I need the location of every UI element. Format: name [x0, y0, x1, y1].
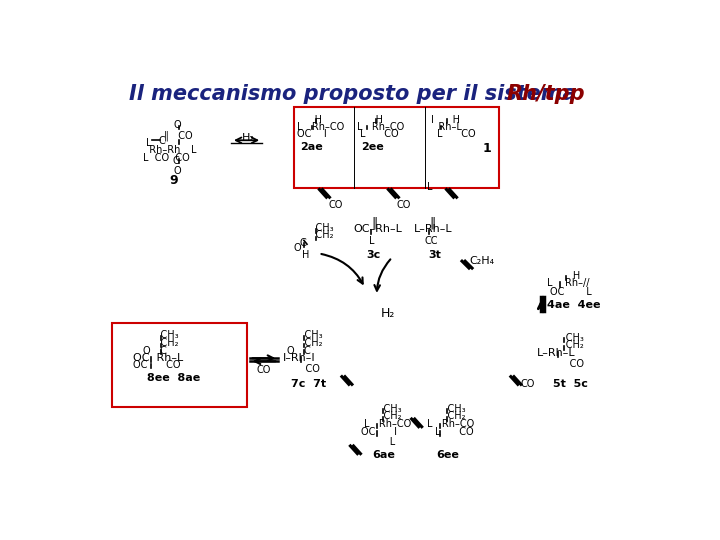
Text: CH₂: CH₂: [292, 338, 322, 348]
Text: 3c: 3c: [366, 249, 381, 260]
Text: Rh–Rh: Rh–Rh: [143, 145, 180, 155]
Text: L: L: [191, 145, 197, 155]
Text: 6ae: 6ae: [372, 450, 395, 460]
Text: 2ee: 2ee: [361, 142, 384, 152]
Text: C₂H₄: C₂H₄: [469, 256, 495, 266]
Text: L      CO: L CO: [435, 427, 474, 437]
Text: C: C: [158, 136, 165, 146]
Text: L: L: [371, 437, 395, 447]
Text: ‖   CO: ‖ CO: [163, 130, 192, 141]
Bar: [112, 323, 248, 408]
Text: 1: 1: [482, 142, 491, 155]
Text: L      CO: L CO: [437, 129, 476, 139]
Text: H: H: [551, 271, 580, 281]
Text: 5t  5c: 5t 5c: [554, 379, 588, 389]
Bar: [294, 107, 499, 188]
Text: CH₂: CH₂: [148, 338, 179, 348]
Text: H: H: [300, 115, 323, 125]
Text: Rh–L: Rh–L: [429, 122, 462, 132]
Text: L   Rh–CO: L Rh–CO: [297, 122, 344, 132]
Text: CH₂: CH₂: [547, 340, 584, 350]
Text: 8ee  8ae: 8ee 8ae: [148, 373, 201, 383]
Text: 3t: 3t: [428, 249, 441, 260]
Text: 9: 9: [169, 174, 178, 187]
Text: CO: CO: [554, 359, 584, 369]
Text: I–Rh–I: I–Rh–I: [283, 353, 315, 363]
Text: L   Rh–CO: L Rh–CO: [357, 122, 405, 132]
Text: O: O: [293, 244, 301, 253]
Text: CO: CO: [397, 200, 411, 210]
Text: L      CO: L CO: [360, 129, 398, 139]
Text: Il meccanismo proposto per il sistema: Il meccanismo proposto per il sistema: [129, 84, 584, 104]
Text: CO: CO: [293, 364, 320, 374]
Text: 2ae: 2ae: [300, 142, 323, 152]
Text: CH₂: CH₂: [435, 411, 465, 421]
Text: CH₂: CH₂: [303, 231, 333, 240]
Text: H₂: H₂: [381, 307, 395, 320]
Text: L–Rh–L: L–Rh–L: [414, 224, 453, 234]
Text: CH₃: CH₃: [303, 222, 334, 233]
Text: L: L: [369, 236, 374, 246]
Text: ‖: ‖: [429, 217, 436, 230]
Text: L–Rh–L: L–Rh–L: [536, 348, 575, 358]
Text: Rh/tpp: Rh/tpp: [506, 84, 585, 104]
Text: H: H: [360, 115, 383, 125]
Text: H₂: H₂: [242, 132, 255, 143]
Text: 6ee: 6ee: [436, 450, 459, 460]
Text: OC    I: OC I: [297, 129, 327, 139]
Text: OC–Rh–L: OC–Rh–L: [354, 224, 402, 234]
Text: CH₃: CH₃: [292, 330, 322, 340]
Text: CO: CO: [329, 200, 343, 210]
Text: OC       L: OC L: [550, 287, 592, 298]
Text: C: C: [173, 157, 180, 166]
Text: OC      I: OC I: [361, 427, 397, 437]
Text: CH₃: CH₃: [435, 403, 466, 414]
Text: C: C: [300, 238, 306, 248]
Text: CH₃: CH₃: [371, 403, 401, 414]
Text: O   C: O C: [287, 346, 310, 356]
Text: L: L: [145, 138, 151, 148]
Text: OC  Rh–L: OC Rh–L: [133, 353, 184, 363]
Text: CH₃: CH₃: [148, 330, 179, 340]
Text: OC      CO: OC CO: [133, 361, 181, 370]
Text: CO: CO: [521, 379, 535, 389]
Text: O: O: [174, 166, 181, 176]
Text: H: H: [302, 249, 309, 260]
Text: CC: CC: [425, 236, 438, 246]
Text: I      H: I H: [431, 115, 460, 125]
Text: L   Rh–CO: L Rh–CO: [427, 419, 474, 429]
Text: L   Rh–CO: L Rh–CO: [364, 419, 411, 429]
Text: L  CO  CO: L CO CO: [143, 153, 189, 163]
Text: ‖: ‖: [372, 217, 377, 230]
Text: L: L: [427, 182, 433, 192]
Text: CH₂: CH₂: [371, 411, 401, 421]
Text: CO: CO: [256, 365, 271, 375]
Text: 4ae  4ee: 4ae 4ee: [547, 300, 600, 309]
Text: L    Rh–//: L Rh–//: [547, 278, 590, 288]
Text: O: O: [174, 120, 181, 130]
Text: O   C: O C: [143, 346, 167, 356]
Text: CH₃: CH₃: [547, 333, 584, 343]
Text: 7c  7t: 7c 7t: [291, 379, 326, 389]
